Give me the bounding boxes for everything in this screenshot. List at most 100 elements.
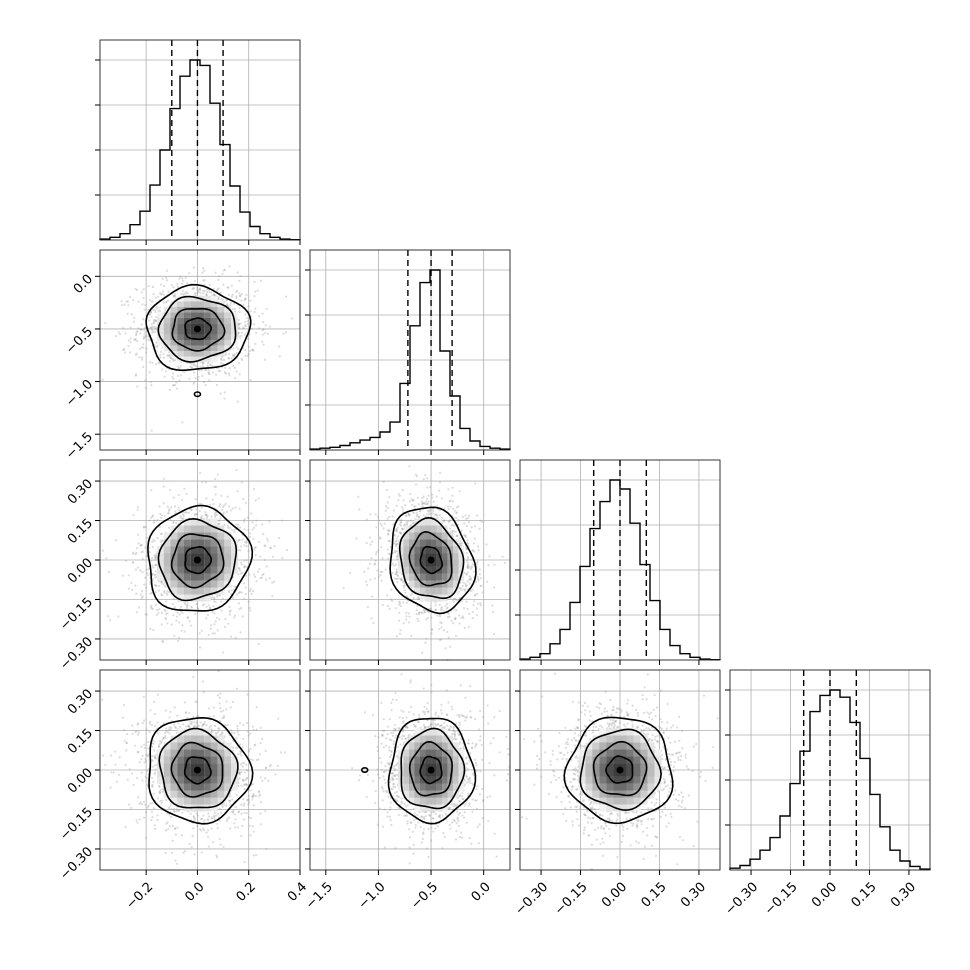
sample-point [501, 555, 504, 558]
y-tick-label: 0.0 [71, 272, 96, 297]
sample-point [228, 366, 231, 370]
sample-point [140, 551, 143, 554]
sample-point [453, 608, 456, 611]
sample-point [178, 613, 181, 616]
sample-point [137, 300, 140, 303]
sample-point [233, 366, 236, 369]
density-cell [163, 546, 171, 554]
sample-point [285, 548, 288, 552]
sample-point [208, 291, 211, 294]
density-cell [197, 351, 205, 357]
sample-point [399, 629, 402, 632]
sample-point [127, 339, 130, 342]
sample-point [461, 584, 464, 587]
sample-point [142, 346, 145, 349]
sample-point [252, 537, 255, 540]
density-cell [403, 553, 409, 560]
sample-point [428, 509, 431, 512]
sample-point [205, 293, 208, 296]
sample-point [249, 349, 252, 353]
sample-point [231, 293, 234, 296]
sample-point [161, 639, 164, 643]
sample-point [142, 335, 146, 338]
sample-point [202, 267, 205, 270]
sample-point [213, 512, 216, 515]
sample-point [134, 337, 137, 341]
density-cell [190, 351, 198, 357]
sample-point [237, 323, 241, 326]
density-cell [403, 566, 409, 574]
sample-point [211, 610, 214, 614]
sample-point [156, 818, 159, 822]
sample-point [134, 373, 138, 376]
sample-point [202, 690, 205, 694]
sample-point [122, 348, 125, 352]
sample-point [234, 826, 237, 829]
sample-point [224, 353, 227, 357]
sample-point [180, 292, 183, 296]
sample-point [221, 508, 224, 512]
sample-point [162, 284, 166, 288]
sample-point [370, 557, 373, 560]
density-cell [190, 587, 198, 595]
sample-point [253, 573, 256, 576]
density-cell [190, 312, 198, 318]
sample-point [168, 716, 171, 719]
sample-point [424, 474, 427, 477]
sample-point [461, 515, 464, 519]
sample-point [429, 512, 432, 516]
panel-1-0: −1.5−1.0−0.50.0 [63, 249, 301, 463]
sample-point [465, 572, 468, 575]
sample-point [138, 347, 142, 351]
sample-point [425, 500, 428, 503]
sample-point [237, 322, 240, 325]
sample-point [199, 365, 202, 368]
sample-point [394, 606, 398, 610]
sample-point [163, 608, 166, 611]
sample-point [186, 292, 189, 295]
sample-point [150, 323, 154, 326]
sample-point [491, 610, 495, 614]
sample-point [181, 289, 184, 293]
sample-point [236, 490, 239, 493]
sample-point [466, 561, 469, 564]
sample-point [469, 530, 472, 533]
sample-point [465, 552, 469, 555]
sample-point [421, 651, 424, 654]
sample-point [154, 591, 157, 594]
sample-point [172, 597, 176, 600]
sample-point [377, 575, 380, 578]
sample-point [206, 362, 209, 365]
sample-point [165, 613, 168, 616]
sample-point [160, 516, 163, 519]
sample-point [217, 287, 220, 290]
sample-point [468, 575, 471, 578]
sample-point [488, 555, 491, 558]
sample-point [121, 716, 124, 719]
sample-point [174, 296, 177, 299]
sample-point [467, 625, 470, 629]
sample-point [154, 573, 157, 576]
sample-point [493, 633, 496, 636]
density-cell [183, 340, 191, 346]
sample-point [226, 303, 229, 306]
sample-point [382, 527, 385, 530]
sample-point [140, 328, 143, 331]
sample-point [147, 308, 150, 311]
sample-point [156, 295, 160, 298]
sample-point [358, 508, 361, 511]
sample-point [477, 549, 480, 552]
sample-point [431, 512, 434, 515]
sample-point [430, 493, 434, 496]
sample-point [168, 355, 171, 358]
sample-point [137, 606, 141, 609]
sample-point [267, 539, 270, 542]
sample-point [194, 291, 197, 295]
sample-point [381, 557, 384, 560]
sample-point [162, 485, 165, 488]
sample-point [430, 616, 433, 619]
sample-point [151, 545, 154, 549]
sample-point [159, 788, 162, 791]
density-cell [177, 566, 184, 574]
sample-point [202, 289, 205, 292]
